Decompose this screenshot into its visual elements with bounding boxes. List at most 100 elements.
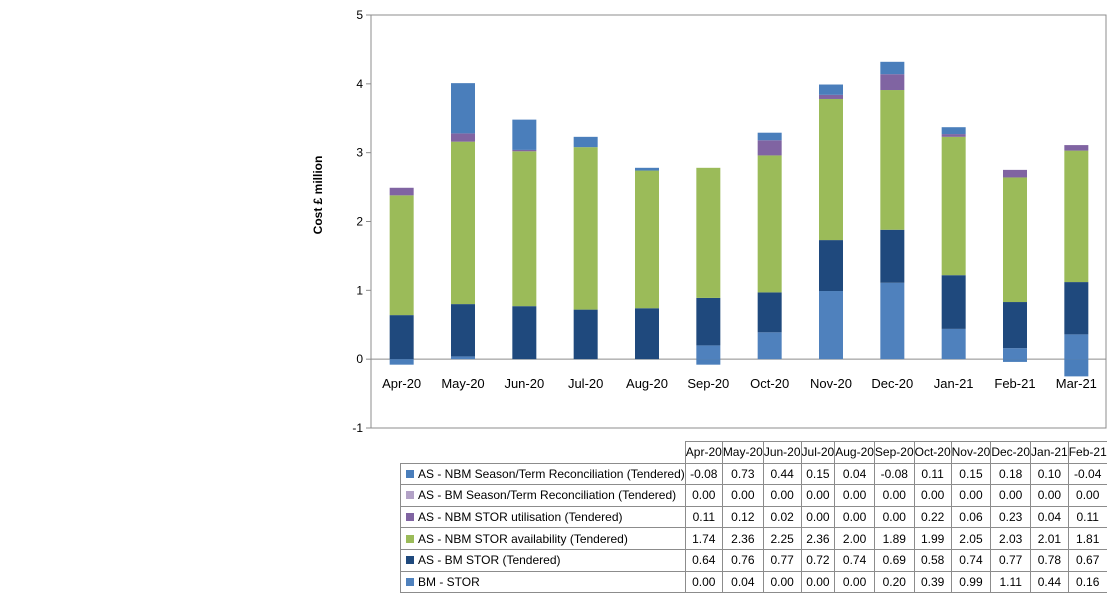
bar-segment [451, 141, 475, 305]
bar-segment [1003, 359, 1027, 362]
table-cell: 2.00 [834, 527, 875, 550]
table-cell: 0.10 [1030, 462, 1069, 486]
legend-entry: AS - NBM STOR availability (Tendered) [400, 527, 686, 550]
table-cell: 0.06 [950, 505, 992, 529]
table-row: AS - BM Season/Term Reconciliation (Tend… [400, 484, 1107, 507]
bar-series-group [389, 61, 1089, 377]
table-cell: 0.00 [873, 505, 915, 529]
table-cell: 0.00 [1030, 484, 1069, 507]
bar-segment [819, 291, 843, 360]
table-cell: 0.00 [990, 484, 1032, 507]
table-cell: 0.44 [1030, 570, 1069, 594]
bar-segment [757, 132, 782, 141]
bar-segment [573, 136, 598, 148]
table-cell: 0.04 [721, 570, 764, 594]
bar-segment [635, 167, 659, 171]
legend-swatch [406, 556, 414, 565]
bar-segment [1064, 282, 1089, 335]
bar-segment [1003, 348, 1027, 360]
table-column-header: Jan-21 [1030, 441, 1069, 464]
y-tick-label: 5 [356, 8, 363, 22]
y-tick-label: 1 [356, 283, 363, 297]
table-cell: 1.99 [913, 527, 952, 550]
table-cell: 0.00 [684, 570, 723, 594]
legend-entry: AS - BM STOR (Tendered) [400, 548, 686, 572]
table-cell: 0.00 [800, 505, 836, 529]
bar-segment [1003, 302, 1027, 349]
bar-segment [512, 306, 537, 360]
bar-segment [819, 98, 843, 241]
table-cell: 0.67 [1067, 548, 1107, 572]
table-cell: 0.23 [990, 505, 1032, 529]
table-column-header: Jul-20 [800, 441, 836, 464]
x-tick-label: Oct-20 [750, 376, 789, 391]
x-tick-label: Sep-20 [687, 376, 729, 391]
bar-segment [1064, 359, 1089, 377]
x-axis: Apr-20 May-20 Jun-20 Jul-20 Aug-20 Sep-20 Oct-… [382, 376, 1097, 391]
table-cell: 0.04 [1030, 505, 1069, 529]
x-tick-label: May-20 [441, 376, 484, 391]
y-tick-label: 4 [356, 77, 363, 91]
table-row: BM - STOR 0.00 0.04 0.00 0.00 0.00 0.20 0.39 0.9… [400, 570, 1107, 594]
table-column-header: Feb-21 [1067, 441, 1107, 464]
legend-swatch [406, 534, 414, 543]
table-cell: 0.77 [762, 548, 802, 572]
y-tick-label: 3 [356, 146, 363, 160]
x-tick-label: Aug-20 [626, 376, 668, 391]
bar-segment [757, 292, 782, 333]
x-tick-label: Feb-21 [994, 376, 1035, 391]
legend-label: AS - BM Season/Term Reconciliation (Tend… [418, 488, 677, 503]
y-tick-label: 2 [356, 215, 363, 229]
y-axis: -1 0 1 2 3 4 5 [352, 8, 371, 435]
legend-label: AS - NBM Season/Term Reconciliation (Ten… [418, 466, 685, 481]
table-cell: 0.15 [800, 462, 836, 486]
bar-segment [819, 84, 843, 95]
table-cell: 0.00 [1067, 484, 1107, 507]
legend-label: AS - NBM STOR availability (Tendered) [418, 531, 628, 546]
table-column-header: May-20 [721, 441, 764, 464]
table-cell: 1.74 [684, 527, 723, 550]
bar-segment [512, 149, 537, 152]
bar-segment [696, 167, 721, 298]
table-body: AS - NBM Season/Term Reconciliation (Ten… [400, 462, 1107, 594]
table-cell: 0.20 [873, 570, 915, 594]
table-cell: 2.05 [950, 527, 992, 550]
legend-entry: AS - NBM STOR utilisation (Tendered) [400, 505, 686, 529]
table-cell: 2.25 [762, 527, 802, 550]
plot-border [370, 14, 1107, 429]
table-cell: 0.00 [834, 484, 875, 507]
legend-label: AS - NBM STOR utilisation (Tendered) [418, 510, 623, 525]
table-cell: 0.12 [721, 505, 764, 529]
table-cell: 0.11 [684, 505, 723, 529]
table-row: AS - BM STOR (Tendered) 0.64 0.76 0.77 0.72 0… [400, 548, 1107, 572]
bar-segment [635, 308, 659, 360]
table-cell: 0.15 [950, 462, 992, 486]
table-cell: 0.64 [684, 548, 723, 572]
table-cell: 0.16 [1067, 570, 1107, 594]
table-cell: 2.36 [721, 527, 764, 550]
table-cell: 2.01 [1030, 527, 1069, 550]
table-column-header: Aug-20 [834, 441, 875, 464]
table-cell: 0.00 [762, 484, 802, 507]
bar-segment [941, 328, 966, 360]
table-cell: 0.58 [913, 548, 952, 572]
table-column-header: Sep-20 [873, 441, 915, 464]
bar-segment [757, 155, 782, 293]
legend-label: BM - STOR [418, 574, 480, 589]
bar-segment [389, 315, 414, 360]
table-column-header: Jun-20 [762, 441, 802, 464]
stacked-bar-chart: -1 0 1 2 3 4 5 Cost £ million Apr-20 May-20 Jun-… [311, 8, 1107, 435]
plot-area [370, 14, 1107, 429]
bar-segment [696, 359, 721, 365]
bar-segment [696, 345, 721, 360]
legend-swatch [406, 469, 414, 478]
table-cell: 2.03 [990, 527, 1032, 550]
bar-segment [573, 309, 598, 360]
x-tick-label: Nov-20 [810, 376, 852, 391]
table-column-header: Oct-20 [913, 441, 952, 464]
bar-segment [389, 359, 414, 365]
table-cell: 0.39 [913, 570, 952, 594]
bar-segment [696, 297, 721, 346]
table-cell: 0.04 [834, 462, 875, 486]
legend-swatch [406, 513, 414, 522]
